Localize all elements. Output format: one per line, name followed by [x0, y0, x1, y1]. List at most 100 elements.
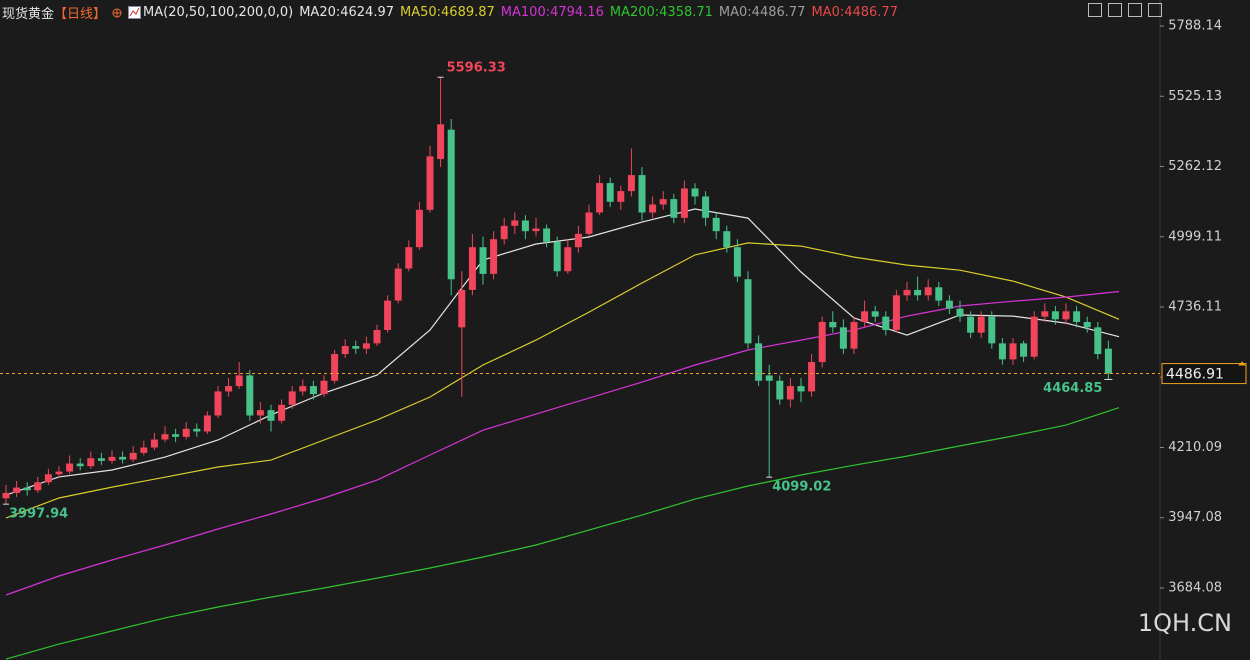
candle-body	[479, 247, 487, 274]
candle-body	[712, 217, 720, 232]
candle-body	[914, 289, 922, 296]
ma-line	[5, 407, 1120, 660]
candle-body	[384, 300, 392, 330]
candle-body	[490, 239, 498, 274]
candle-body	[659, 199, 667, 205]
candle-body	[362, 343, 370, 349]
candle-body	[606, 183, 614, 202]
toolbar	[1088, 3, 1162, 17]
candle-body	[405, 247, 413, 269]
candle-body	[66, 463, 74, 472]
y-tick-label: 5262.12	[1168, 159, 1222, 174]
candle-body	[1020, 343, 1028, 357]
candle-body	[468, 247, 476, 290]
candle-body	[447, 129, 455, 280]
candle-body	[44, 474, 52, 483]
legend-entry: MA200:4358.71	[609, 5, 713, 20]
candle-body	[1030, 316, 1038, 357]
y-tick-label: 3947.08	[1168, 510, 1222, 525]
candle-body	[776, 380, 784, 400]
candle-body	[129, 452, 137, 460]
candle-body	[945, 300, 953, 309]
candle-body	[458, 289, 466, 328]
candle-body	[818, 321, 826, 363]
candle-body	[723, 231, 731, 248]
candle-body	[627, 175, 635, 192]
annotation-label: 5596.33	[447, 61, 506, 76]
indicator-icon[interactable]	[128, 6, 142, 19]
candle-body	[108, 456, 116, 461]
candle-body	[1083, 321, 1091, 328]
candle-body	[511, 220, 519, 226]
last-price-label: 4486.91	[1166, 367, 1224, 383]
candle-body	[553, 241, 561, 272]
candle-body	[288, 391, 296, 405]
candle-body	[172, 434, 180, 437]
candle-body	[596, 183, 604, 213]
add-icon[interactable]	[112, 8, 122, 18]
candle-body	[892, 295, 900, 330]
candle-body	[702, 196, 710, 218]
candle-body	[532, 228, 540, 232]
candle-body	[225, 386, 233, 392]
indicator: MA(20,50,100,200,0,0)	[143, 5, 294, 20]
candle-body	[733, 247, 741, 277]
candle-body	[394, 268, 402, 301]
candle-body	[617, 191, 625, 202]
legend-entry: MA0:4486.77	[718, 5, 806, 20]
annotation-label: 3997.94	[9, 507, 68, 522]
candle-body	[320, 380, 328, 395]
candle-body	[34, 482, 42, 491]
candle-body	[1062, 311, 1070, 320]
candle-body	[839, 327, 847, 349]
watermark: 1QH.CN	[1138, 609, 1232, 637]
candle-body	[1073, 311, 1081, 322]
candle-body	[691, 188, 699, 197]
candle-body	[1051, 311, 1059, 320]
candle-body	[638, 175, 646, 213]
candle-body	[786, 386, 794, 400]
candle-body	[744, 279, 752, 344]
candle-body	[564, 247, 572, 272]
candle-body	[680, 188, 688, 218]
candle-body	[543, 228, 551, 242]
candle-body	[267, 410, 275, 421]
candle-body	[574, 233, 582, 248]
candle-body	[850, 321, 858, 349]
candle-body	[309, 386, 317, 395]
tool-icon[interactable]	[1148, 3, 1162, 17]
tool-icon[interactable]	[1108, 3, 1122, 17]
title: 现货黄金	[2, 7, 55, 22]
candle-body	[13, 487, 21, 493]
candle-body	[585, 212, 593, 234]
last-price-arrow	[1238, 361, 1246, 366]
candle-body	[967, 316, 975, 333]
legend-entry: MA100:4794.16	[500, 5, 604, 20]
candle-body	[140, 447, 148, 453]
candle-body	[1094, 327, 1102, 355]
y-tick-label: 5525.13	[1168, 89, 1222, 104]
candle-body	[299, 386, 307, 392]
tool-icon[interactable]	[1128, 3, 1142, 17]
annotation-label: 4099.02	[772, 480, 831, 495]
candle-body	[415, 209, 423, 248]
candle-body	[670, 199, 678, 218]
candle-body	[935, 287, 943, 301]
candle-body	[278, 404, 286, 421]
candle-body	[956, 308, 964, 317]
y-tick-label: 4210.09	[1168, 440, 1222, 455]
candle-body	[649, 204, 657, 213]
candle-body	[341, 346, 349, 355]
candle-body	[203, 415, 211, 432]
candle-body	[23, 487, 31, 491]
annotation-label: 4464.85	[1043, 381, 1102, 396]
candle-body	[214, 391, 222, 416]
candle-body	[87, 458, 95, 467]
legend-entry: MA50:4689.87	[400, 5, 495, 20]
subtitle[interactable]: 【日线】	[54, 7, 107, 22]
candle-body	[861, 311, 869, 322]
header: 现货黄金 【日线】 MA(20,50,100,200,0,0) MA20:462…	[2, 3, 898, 22]
tool-icon[interactable]	[1088, 3, 1102, 17]
candle-body	[1009, 343, 1017, 360]
